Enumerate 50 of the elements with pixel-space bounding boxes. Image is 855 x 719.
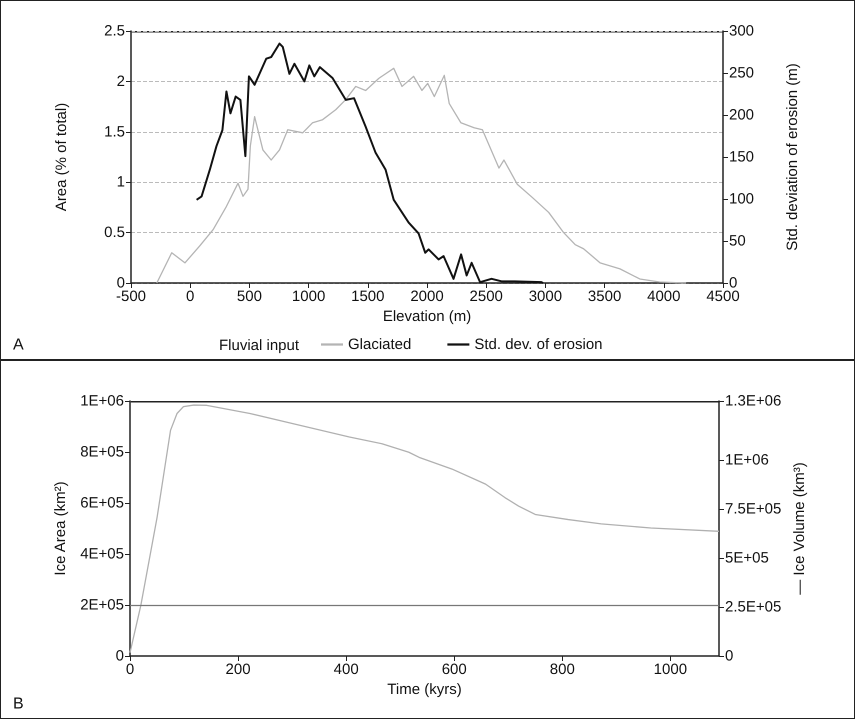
x-tick-label: 1000 xyxy=(654,661,688,678)
y-axis-title: Ice Area (km²) xyxy=(52,481,69,576)
y-axis-title: Area (% of total) xyxy=(53,102,70,212)
y-tick-label: 4E+05 xyxy=(80,546,124,562)
x-tick-label: 2500 xyxy=(470,288,503,305)
y-tick-label: 2E+05 xyxy=(80,596,124,614)
line-series xyxy=(196,42,544,284)
x-axis-title: Time (kyrs) xyxy=(387,681,462,698)
x-tick-label: 3500 xyxy=(588,288,622,305)
y2-tick-label: 5E+05 xyxy=(725,549,769,566)
y-tick-label: 8E+05 xyxy=(80,444,124,460)
legend-label: Glaciated xyxy=(348,336,412,353)
x-tick-label: 1500 xyxy=(351,288,384,305)
text: B xyxy=(13,696,24,712)
x-tick-label: 500 xyxy=(236,288,262,305)
x-tick-label: 1000 xyxy=(292,288,326,305)
x-axis-title: Elevation (m) xyxy=(382,308,472,325)
text: A xyxy=(13,336,24,354)
text: Fluvial input xyxy=(219,337,300,354)
y2-axis-title: Std. deviation of erosion (m) xyxy=(784,63,801,251)
y-tick-label: 0 xyxy=(116,648,124,664)
y2-axis-title: — Ice Volume (km³) xyxy=(791,462,808,595)
x-tick-label: 4000 xyxy=(647,288,680,305)
y2-tick-label: 200 xyxy=(729,106,754,124)
x-tick-label: 200 xyxy=(226,661,251,678)
y2-tick-label: 2.5E+05 xyxy=(725,598,782,616)
y2-tick-label: 100 xyxy=(729,190,754,208)
y2-tick-label: 1.3E+06 xyxy=(725,392,782,410)
y-tick-label: 1 xyxy=(116,174,125,191)
y2-tick-label: 7.5E+05 xyxy=(725,500,782,518)
x-tick-label: 0 xyxy=(186,288,194,305)
x-tick-label: 600 xyxy=(442,661,467,678)
x-tick-label: 2000 xyxy=(410,288,444,305)
y2-tick-label: 150 xyxy=(729,148,754,166)
y2-tick-label: 1E+06 xyxy=(725,451,769,468)
y2-tick-label: 0 xyxy=(725,648,734,664)
x-tick-label: 400 xyxy=(334,661,359,678)
y2-tick-label: 250 xyxy=(729,64,754,82)
x-tick-label: 800 xyxy=(550,661,575,678)
y-tick-label: 6E+05 xyxy=(80,494,124,512)
y2-tick-label: 50 xyxy=(729,232,746,250)
line-series xyxy=(129,404,720,654)
x-tick-label: 3000 xyxy=(528,288,562,305)
y-tick-label: 1E+06 xyxy=(80,392,124,410)
y-tick-label: 1.5 xyxy=(104,123,125,140)
y-tick-label: 2 xyxy=(116,72,125,90)
y-tick-label: 2.5 xyxy=(104,22,125,40)
legend-label: Std. dev. of erosion xyxy=(474,336,603,353)
y-tick-label: 0.5 xyxy=(104,224,125,242)
y2-tick-label: 300 xyxy=(729,22,754,40)
